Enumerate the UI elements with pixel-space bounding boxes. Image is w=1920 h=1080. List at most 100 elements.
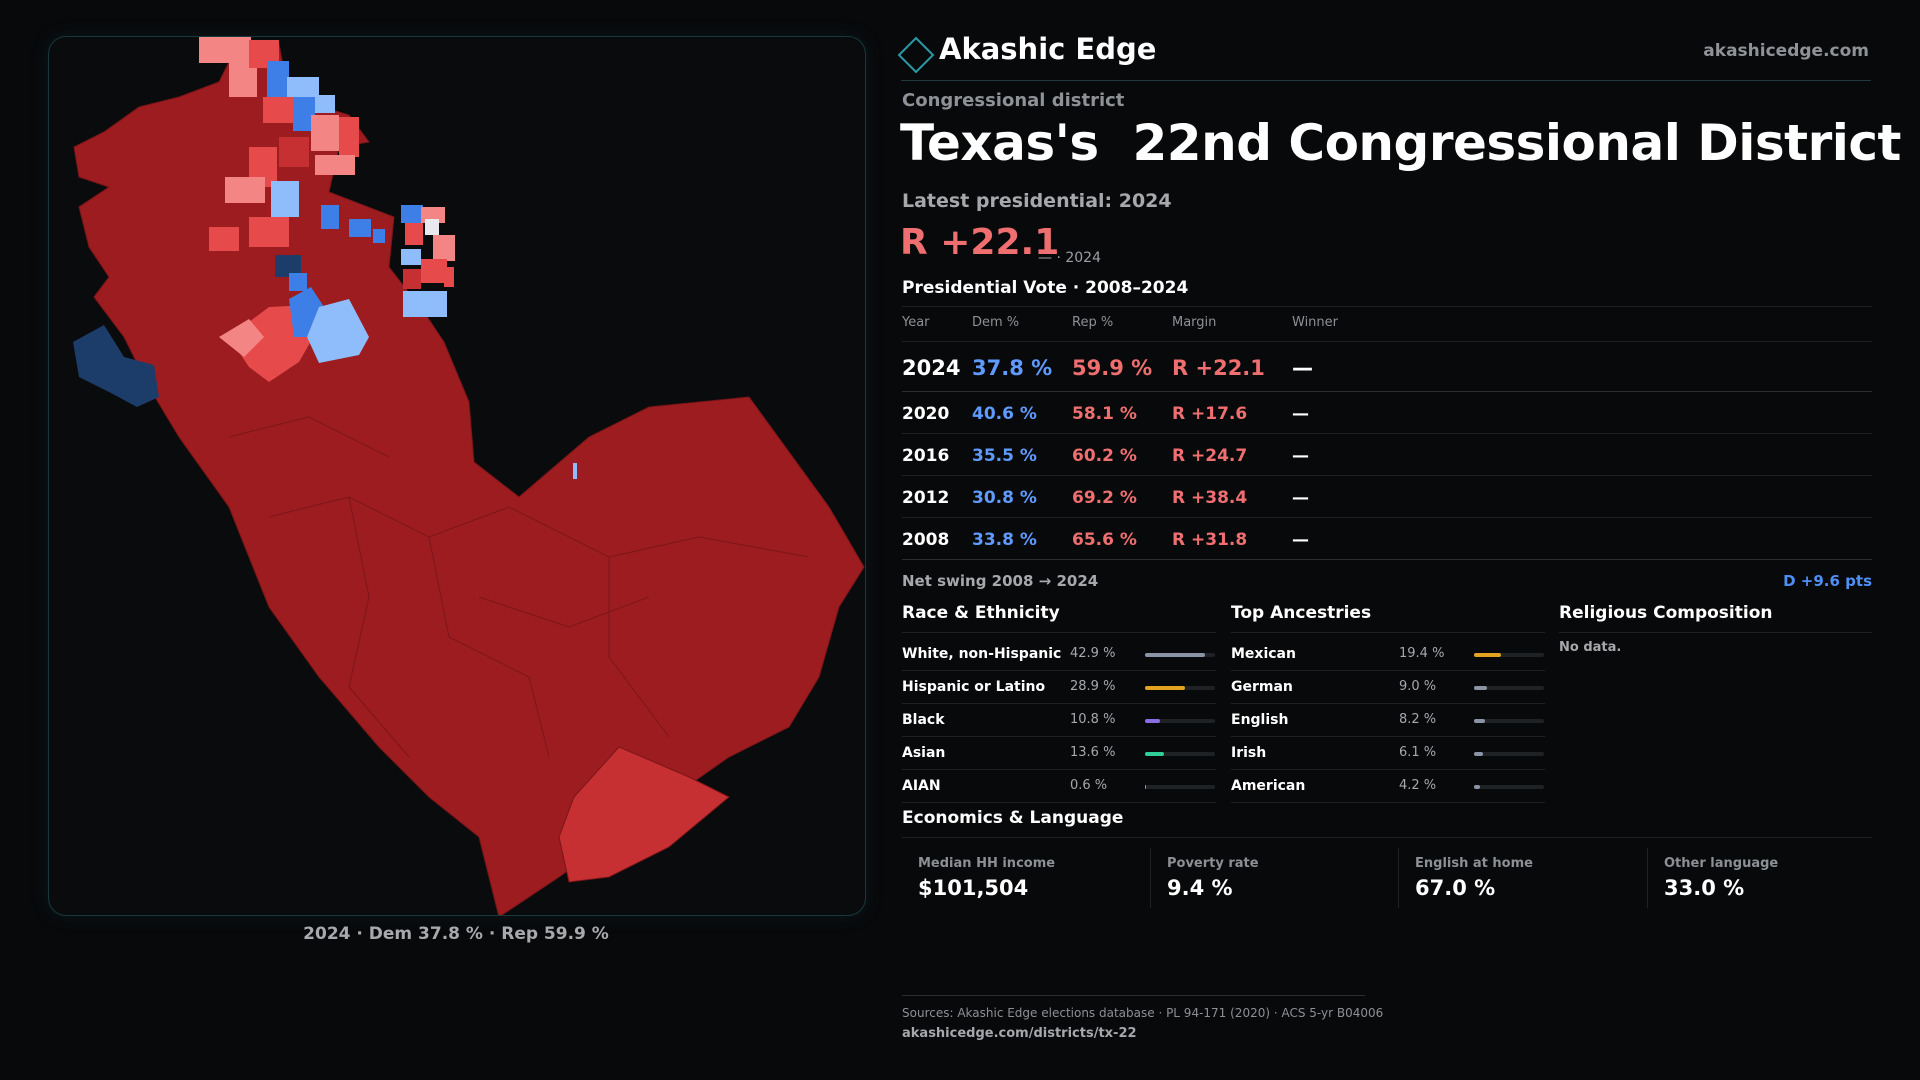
list-item: American 4.2 % xyxy=(1231,770,1545,803)
stat-bar xyxy=(1474,719,1544,723)
list-item: Irish 6.1 % xyxy=(1231,737,1545,770)
stat-bar-fill xyxy=(1145,752,1165,756)
row-year: 2012 xyxy=(902,488,950,508)
latest-margin-subtext: — · 2024 xyxy=(1038,250,1101,266)
row-rep: 65.6 % xyxy=(1072,530,1137,550)
stat-bar xyxy=(1145,686,1215,690)
stat-value: 19.4 % xyxy=(1399,646,1445,661)
net-swing-value: D +9.6 pts xyxy=(1783,572,1872,590)
table-header: Year Dem % Rep % Margin Winner xyxy=(902,305,1872,342)
table-row[interactable]: 2008 33.8 % 65.6 % R +31.8 — xyxy=(902,518,1872,560)
stat-value: $101,504 xyxy=(918,876,1029,900)
row-rep: 58.1 % xyxy=(1072,404,1137,424)
list-item: Asian 13.6 % xyxy=(902,737,1216,770)
precinct-map-svg[interactable] xyxy=(49,37,865,915)
stat-label: English at home xyxy=(1415,856,1533,871)
county-brazoria[interactable] xyxy=(558,746,730,883)
divider xyxy=(902,632,1216,633)
stat-bar-fill xyxy=(1474,686,1487,690)
stat-label: White, non-Hispanic xyxy=(902,646,1062,662)
northeast-precincts[interactable] xyxy=(401,205,455,317)
religion-empty-state: No data. xyxy=(1559,640,1622,655)
row-dem: 30.8 % xyxy=(972,488,1037,508)
brand-header: Akashic Edge akashicedge.com xyxy=(897,30,1871,81)
stat-bar xyxy=(1474,653,1544,657)
stat-value: 6.1 % xyxy=(1399,745,1437,760)
stat-label: German xyxy=(1231,679,1293,695)
stat-bar-fill xyxy=(1145,653,1206,657)
stat-english-at-home: English at home 67.0 % xyxy=(1398,848,1619,908)
list-item: German 9.0 % xyxy=(1231,671,1545,704)
district-shape[interactable] xyxy=(73,41,865,915)
stat-label: English xyxy=(1231,712,1289,728)
religion-title: Religious Composition xyxy=(1559,603,1773,623)
stat-value: 28.9 % xyxy=(1070,679,1116,694)
divider xyxy=(1231,632,1545,633)
stat-value: 33.0 % xyxy=(1664,876,1745,900)
row-dem: 35.5 % xyxy=(972,446,1037,466)
map-caption: 2024 · Dem 37.8 % · Rep 59.9 % xyxy=(303,924,609,944)
row-year: 2016 xyxy=(902,446,950,466)
stat-label: Mexican xyxy=(1231,646,1296,662)
stat-label: Hispanic or Latino xyxy=(902,679,1046,695)
brand-logo-icon[interactable] xyxy=(897,36,935,74)
page-title: Texas's 22nd Congressional District xyxy=(900,114,1901,172)
presidential-vote-table: Year Dem % Rep % Margin Winner 2024 37.8… xyxy=(902,305,1872,560)
stat-bar-fill xyxy=(1145,785,1147,789)
stat-bar-fill xyxy=(1474,752,1483,756)
row-margin: R +31.8 xyxy=(1172,530,1248,550)
list-item: Hispanic or Latino 28.9 % xyxy=(902,671,1216,704)
stat-label: Median HH income xyxy=(918,856,1056,871)
district-map[interactable] xyxy=(48,36,866,916)
stat-bar xyxy=(1474,752,1544,756)
latest-presidential-label: Latest presidential: 2024 xyxy=(902,190,1172,212)
stat-bar-fill xyxy=(1474,719,1486,723)
table-row[interactable]: 2012 30.8 % 69.2 % R +38.4 — xyxy=(902,476,1872,518)
divider xyxy=(902,837,1872,838)
row-rep: 60.2 % xyxy=(1072,446,1137,466)
stat-label: AIAN xyxy=(902,778,941,794)
divider xyxy=(902,306,1872,307)
sources-text: Sources: Akashic Edge elections database… xyxy=(902,1006,1384,1020)
stat-bar-fill xyxy=(1474,653,1502,657)
district-url-link[interactable]: akashicedge.com/districts/tx-22 xyxy=(902,1026,1137,1041)
col-rep: Rep % xyxy=(1072,315,1114,330)
table-row[interactable]: 2020 40.6 % 58.1 % R +17.6 — xyxy=(902,392,1872,434)
col-year: Year xyxy=(902,315,930,330)
net-swing-label: Net swing 2008 → 2024 xyxy=(902,572,1099,590)
stat-bar xyxy=(1145,752,1215,756)
row-winner: — xyxy=(1292,530,1309,550)
economics-title: Economics & Language xyxy=(902,808,1124,828)
row-rep: 69.2 % xyxy=(1072,488,1137,508)
col-margin: Margin xyxy=(1172,315,1217,330)
stat-label: Black xyxy=(902,712,945,728)
col-dem: Dem % xyxy=(972,315,1020,330)
stat-poverty-rate: Poverty rate 9.4 % xyxy=(1150,848,1371,908)
stat-label: Poverty rate xyxy=(1167,856,1259,871)
table-row[interactable]: 2016 35.5 % 60.2 % R +24.7 — xyxy=(902,434,1872,476)
brand-url-link[interactable]: akashicedge.com xyxy=(1703,41,1869,61)
precinct-sliver[interactable] xyxy=(573,463,577,479)
list-item: AIAN 0.6 % xyxy=(902,770,1216,803)
stat-value: 4.2 % xyxy=(1399,778,1437,793)
row-year: 2020 xyxy=(902,404,950,424)
table-row[interactable]: 2024 37.8 % 59.9 % R +22.1 — xyxy=(902,342,1872,392)
stat-value: 9.4 % xyxy=(1167,876,1233,900)
north-precincts[interactable] xyxy=(199,37,385,382)
divider xyxy=(1559,632,1872,633)
row-winner: — xyxy=(1292,356,1313,380)
stat-label: Irish xyxy=(1231,745,1267,761)
stat-bar xyxy=(1474,686,1544,690)
stat-bar xyxy=(1474,785,1544,789)
brand-name[interactable]: Akashic Edge xyxy=(939,32,1157,66)
stat-value: 42.9 % xyxy=(1070,646,1116,661)
list-item: Black 10.8 % xyxy=(902,704,1216,737)
county-west-dem[interactable] xyxy=(73,325,159,407)
stat-value: 8.2 % xyxy=(1399,712,1437,727)
list-item: White, non-Hispanic 42.9 % xyxy=(902,638,1216,671)
stat-label: Other language xyxy=(1664,856,1779,871)
row-rep: 59.9 % xyxy=(1072,356,1153,380)
stat-bar-fill xyxy=(1474,785,1480,789)
row-dem: 40.6 % xyxy=(972,404,1037,424)
row-dem: 37.8 % xyxy=(972,356,1053,380)
